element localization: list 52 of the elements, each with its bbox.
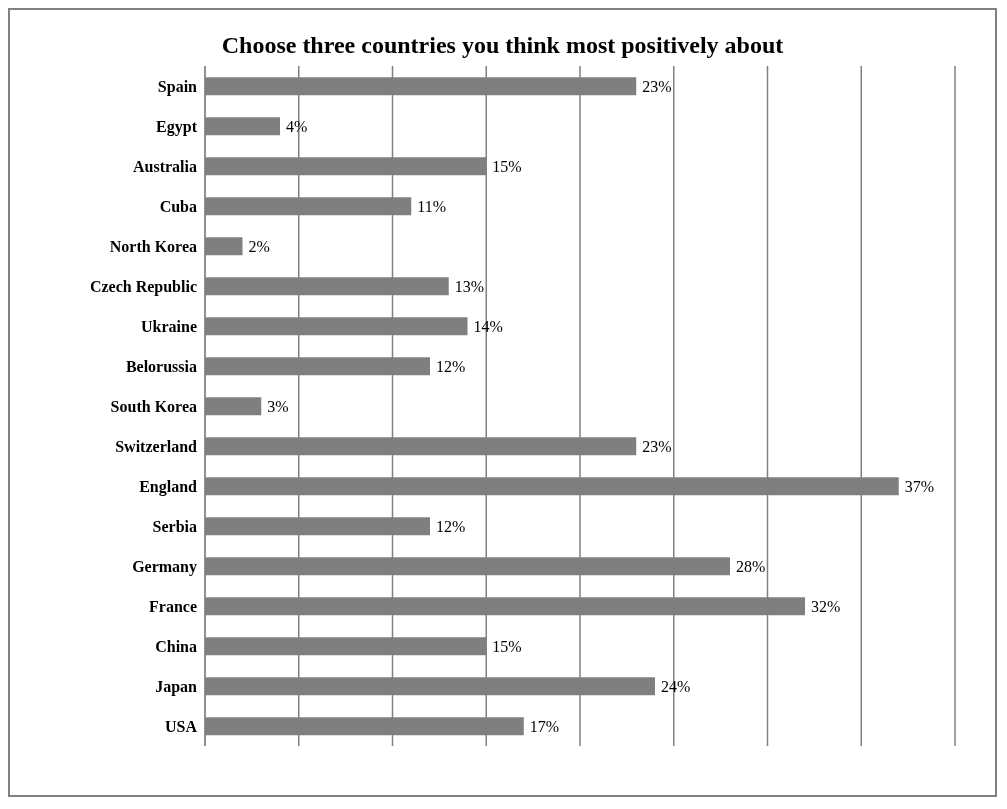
- bar: [205, 637, 487, 656]
- data-label: 2%: [248, 237, 270, 255]
- data-label: 15%: [492, 157, 522, 175]
- bar: [205, 397, 262, 416]
- y-tick-label: Japan: [155, 677, 198, 696]
- data-label: 12%: [436, 517, 466, 535]
- data-label: 32%: [811, 597, 841, 615]
- data-label: 14%: [473, 317, 503, 335]
- bar: [205, 237, 243, 256]
- bar: [205, 477, 899, 496]
- y-tick-label: Ukraine: [141, 317, 197, 335]
- data-label: 13%: [454, 277, 485, 295]
- bar: [205, 117, 280, 136]
- y-tick-label: Czech Republic: [89, 277, 197, 296]
- y-tick-label: Cuba: [159, 197, 197, 215]
- bar: [205, 277, 449, 296]
- bar: [205, 157, 487, 176]
- bar: [205, 677, 655, 696]
- data-label: 23%: [642, 77, 672, 95]
- data-label: 15%: [492, 637, 522, 655]
- data-label: 11%: [417, 197, 446, 215]
- y-tick-label: South Korea: [110, 397, 197, 415]
- y-tick-label: USA: [164, 717, 198, 735]
- data-label: 23%: [642, 437, 672, 455]
- y-tick-label: England: [139, 477, 198, 496]
- bar: [205, 557, 730, 576]
- y-tick-label: North Korea: [109, 237, 197, 255]
- data-label: 4%: [286, 117, 308, 135]
- y-tick-label: Spain: [157, 77, 198, 96]
- y-tick-label: Serbia: [152, 517, 197, 535]
- bar: [205, 317, 468, 336]
- y-tick-label: China: [155, 637, 197, 655]
- y-tick-label: Belorussia: [125, 357, 197, 375]
- bar: [205, 597, 805, 616]
- data-label: 28%: [736, 557, 766, 575]
- data-label: 12%: [436, 357, 466, 375]
- bar: [205, 437, 637, 456]
- data-label: 37%: [904, 477, 935, 495]
- y-tick-label: France: [149, 597, 197, 615]
- y-tick-label: Switzerland: [115, 437, 198, 455]
- bar: [205, 517, 430, 536]
- bar: [205, 77, 637, 96]
- bar: [205, 197, 412, 216]
- y-tick-label: Germany: [132, 557, 197, 576]
- bar: [205, 717, 524, 736]
- data-label: 17%: [529, 717, 560, 735]
- data-label: 24%: [661, 677, 691, 695]
- y-tick-label: Egypt: [156, 117, 198, 136]
- bar: [205, 357, 430, 376]
- chart-title: Choose three countries you think most positively about: [220, 32, 785, 60]
- y-tick-label: Australia: [133, 157, 197, 175]
- data-label: 3%: [267, 397, 289, 415]
